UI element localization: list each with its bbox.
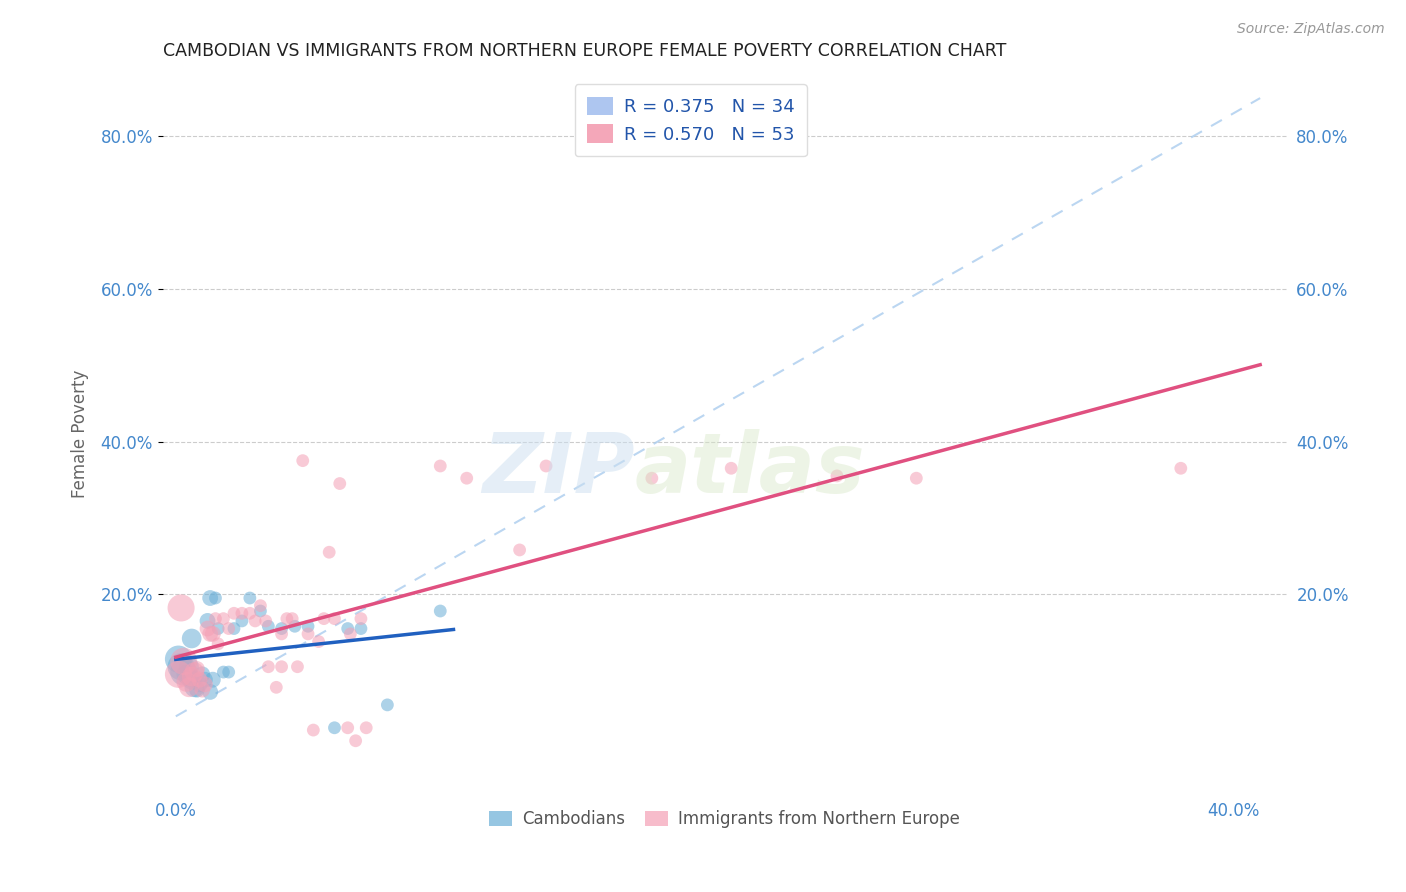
Point (231, 607, 253, 621)
Text: atlas: atlas (634, 429, 865, 510)
Point (249, 599, 271, 613)
Text: Source: ZipAtlas.com: Source: ZipAtlas.com (1237, 22, 1385, 37)
Point (297, 627, 319, 641)
Point (429, 604, 451, 618)
Point (212, 665, 235, 679)
Point (197, 622, 219, 636)
Point (188, 673, 211, 687)
Point (191, 667, 214, 681)
Point (204, 612, 226, 626)
Point (239, 607, 262, 621)
Point (167, 667, 190, 681)
Text: ZIP: ZIP (482, 429, 634, 510)
Point (212, 612, 235, 626)
Point (231, 614, 253, 628)
Point (198, 591, 221, 605)
Point (456, 471, 478, 485)
Point (167, 652, 190, 666)
Point (291, 453, 314, 467)
Point (173, 654, 195, 668)
Point (239, 591, 262, 605)
Point (201, 627, 224, 641)
Point (194, 673, 217, 687)
Legend: Cambodians, Immigrants from Northern Europe: Cambodians, Immigrants from Northern Eur… (482, 803, 967, 835)
Point (336, 721, 359, 735)
Text: CAMBODIAN VS IMMIGRANTS FROM NORTHERN EUROPE FEMALE POVERTY CORRELATION CHART: CAMBODIAN VS IMMIGRANTS FROM NORTHERN EU… (163, 42, 1005, 60)
Point (641, 471, 664, 485)
Y-axis label: Female Poverty: Female Poverty (72, 370, 89, 498)
Point (177, 670, 200, 684)
Point (344, 733, 367, 747)
Point (297, 619, 319, 633)
Point (318, 545, 340, 559)
Point (176, 675, 198, 690)
Point (186, 662, 208, 676)
Point (186, 682, 208, 697)
Point (204, 591, 226, 605)
Point (825, 469, 848, 483)
Point (218, 665, 240, 679)
Point (257, 619, 280, 633)
Point (207, 637, 229, 651)
Point (249, 604, 271, 618)
Point (198, 685, 221, 699)
Point (509, 543, 531, 558)
Point (188, 677, 211, 691)
Point (177, 681, 200, 695)
Point (207, 622, 229, 636)
Point (350, 622, 373, 636)
Point (323, 721, 346, 735)
Point (534, 458, 557, 473)
Point (350, 612, 373, 626)
Point (201, 673, 224, 687)
Point (354, 721, 377, 735)
Point (302, 723, 325, 737)
Point (173, 665, 195, 679)
Point (194, 677, 217, 691)
Point (177, 659, 200, 673)
Point (276, 612, 298, 626)
Point (180, 673, 202, 687)
Point (339, 627, 361, 641)
Point (1170, 461, 1192, 475)
Point (180, 670, 202, 684)
Point (377, 698, 399, 712)
Point (180, 632, 202, 646)
Point (170, 659, 193, 673)
Point (191, 682, 214, 697)
Point (243, 614, 266, 628)
Point (170, 601, 193, 615)
Point (287, 659, 309, 673)
Point (270, 622, 292, 636)
Point (218, 622, 240, 636)
Point (281, 612, 304, 626)
Point (270, 659, 292, 673)
Point (284, 619, 307, 633)
Point (336, 622, 359, 636)
Point (183, 665, 205, 679)
Point (254, 614, 277, 628)
Point (329, 476, 352, 491)
Point (720, 461, 742, 475)
Point (197, 614, 219, 628)
Point (183, 681, 205, 695)
Point (905, 471, 928, 485)
Point (266, 681, 288, 695)
Point (270, 627, 292, 641)
Point (323, 612, 346, 626)
Point (429, 458, 451, 473)
Point (198, 627, 221, 641)
Point (176, 667, 198, 681)
Point (257, 659, 280, 673)
Point (222, 622, 245, 636)
Point (312, 612, 335, 626)
Point (308, 634, 330, 648)
Point (222, 607, 245, 621)
